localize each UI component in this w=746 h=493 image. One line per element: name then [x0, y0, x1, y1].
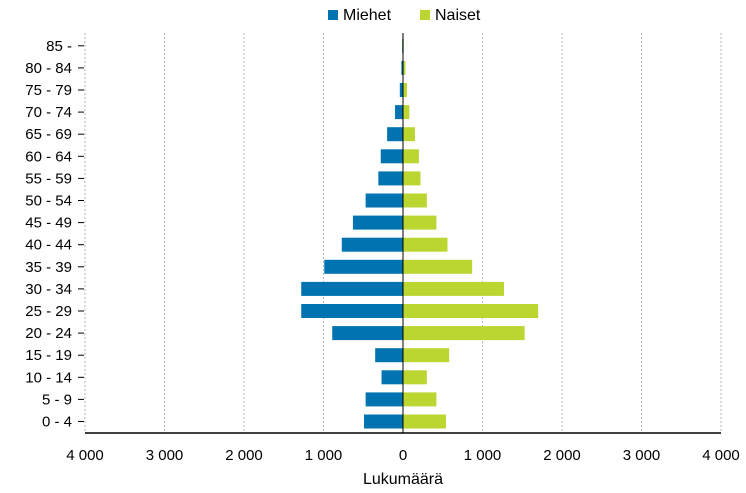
category-label: 15 - 19 [25, 347, 72, 364]
bar-miehet [387, 127, 403, 142]
category-label: 65 - 69 [25, 126, 72, 143]
x-tick-label: 3 000 [146, 447, 184, 464]
bar-miehet [365, 392, 403, 407]
bar-naiset [403, 83, 407, 97]
bar-naiset [403, 281, 504, 296]
bar-miehet [395, 105, 403, 120]
bar-naiset [403, 259, 473, 274]
x-tick-label: 2 000 [543, 447, 581, 464]
x-tick-label: 1 000 [305, 447, 343, 464]
legend: Miehet Naiset [328, 7, 481, 24]
category-label: 80 - 84 [25, 60, 72, 77]
category-label: 25 - 29 [25, 303, 72, 320]
bar-naiset [403, 326, 525, 341]
x-tick-label: 2 000 [225, 447, 263, 464]
category-label: 75 - 79 [25, 82, 72, 99]
category-label: 55 - 59 [25, 170, 72, 187]
bar-naiset [403, 237, 448, 252]
x-tick-label: 0 [399, 447, 407, 464]
category-label: 35 - 39 [25, 259, 72, 276]
bar-miehet [301, 304, 403, 318]
category-label: 0 - 4 [42, 414, 72, 431]
category-label: 10 - 14 [25, 369, 72, 386]
legend-swatch [420, 10, 430, 20]
bar-miehet [364, 414, 403, 429]
legend-label: Miehet [343, 7, 392, 24]
bars-layer [301, 38, 539, 429]
bar-miehet [381, 370, 403, 385]
bar-naiset [403, 304, 539, 318]
x-tick-label: 3 000 [623, 447, 661, 464]
category-label: 40 - 44 [25, 237, 72, 254]
category-label: 50 - 54 [25, 193, 72, 210]
category-label: 85 - [46, 38, 72, 55]
x-axis-title: Lukumäärä [363, 471, 443, 488]
bar-naiset [403, 60, 406, 75]
x-tick-label: 4 000 [66, 447, 104, 464]
category-label: 5 - 9 [42, 391, 72, 408]
bar-miehet [399, 83, 403, 97]
bar-naiset [403, 392, 437, 407]
bar-miehet [378, 171, 403, 186]
bar-miehet [352, 215, 403, 230]
bar-miehet [365, 193, 403, 208]
axis-layer: 4 000 3 000 2 000 1 000 0 1 000 2 000 3 000 4 00… [25, 33, 740, 464]
category-label: 60 - 64 [25, 148, 72, 165]
bar-naiset [403, 370, 427, 385]
grid-layer [84, 33, 722, 433]
bar-naiset [403, 193, 427, 208]
x-tick-label: 1 000 [464, 447, 502, 464]
bar-naiset [403, 105, 410, 120]
category-label: 30 - 34 [25, 281, 72, 298]
legend-label: Naiset [435, 7, 481, 24]
bar-naiset [403, 215, 437, 230]
bar-naiset [403, 414, 446, 429]
bar-naiset [403, 171, 421, 186]
bar-naiset [403, 149, 419, 164]
bar-miehet [324, 259, 403, 274]
bar-miehet [301, 281, 403, 296]
bar-miehet [341, 237, 403, 252]
x-tick-label: 4 000 [702, 447, 740, 464]
bar-miehet [401, 60, 403, 75]
bar-miehet [375, 348, 403, 363]
legend-swatch [328, 10, 338, 20]
category-label: 20 - 24 [25, 325, 72, 342]
bar-miehet [332, 326, 403, 341]
bar-naiset [403, 127, 415, 142]
bar-naiset [403, 348, 450, 363]
category-label: 70 - 74 [25, 104, 72, 121]
bar-miehet [380, 149, 403, 164]
category-label: 45 - 49 [25, 215, 72, 232]
